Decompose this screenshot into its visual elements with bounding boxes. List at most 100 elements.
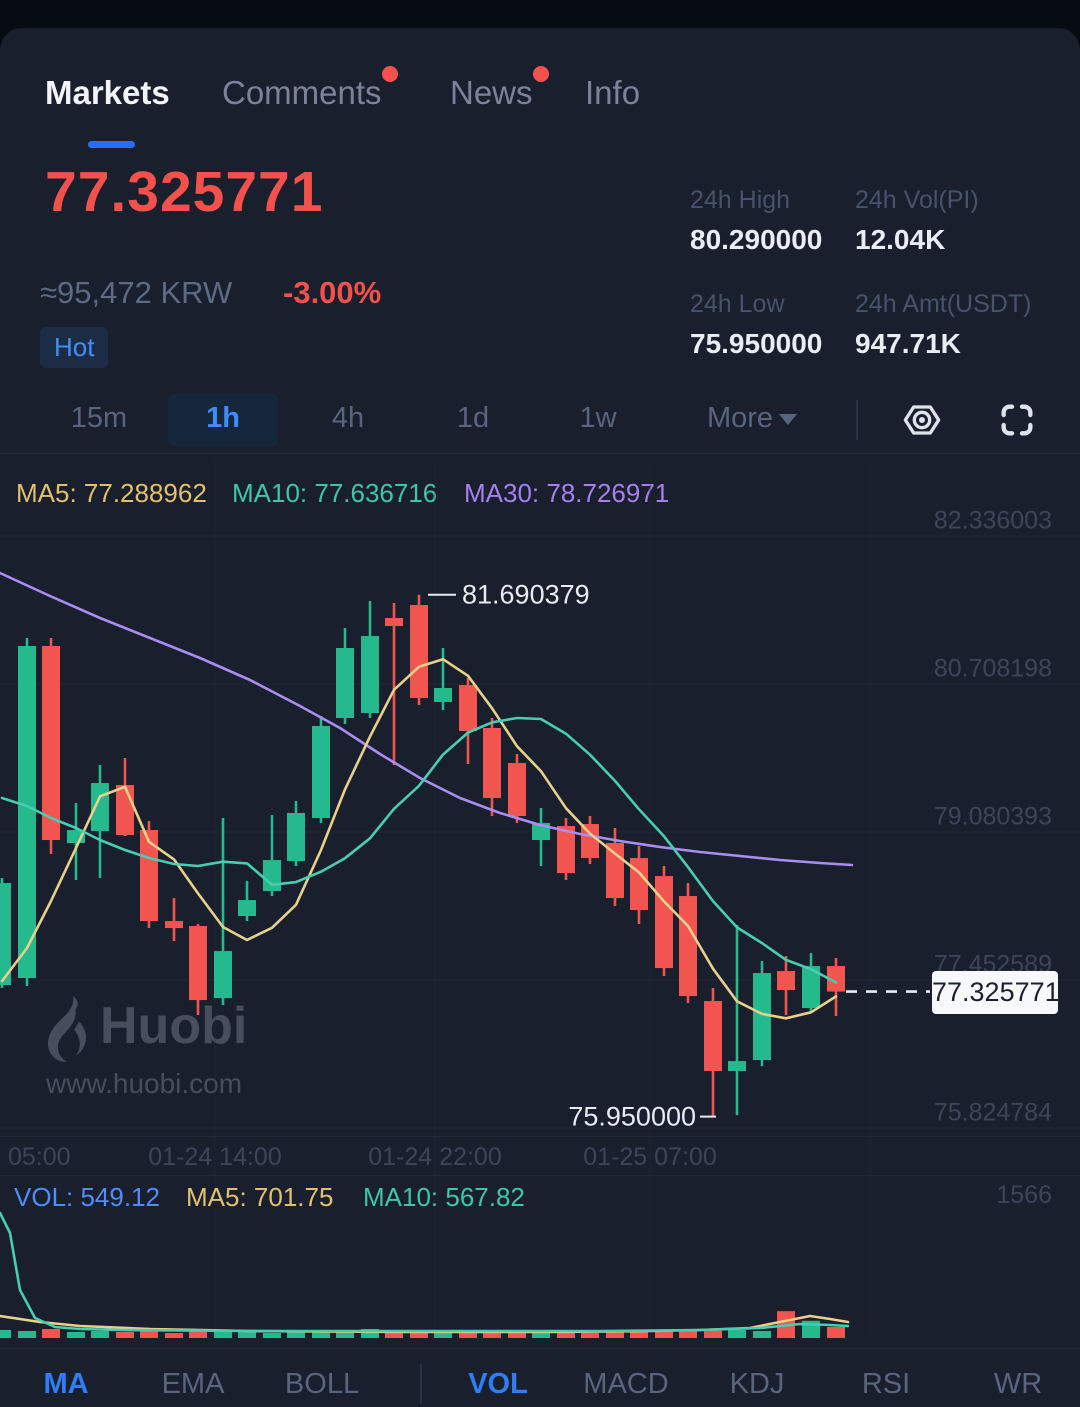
- candlestick-chart[interactable]: [0, 448, 1080, 1348]
- candle-body: [459, 685, 477, 732]
- price-axis-label: 79.080393: [933, 802, 1052, 831]
- stat-value: 75.950000: [690, 328, 823, 359]
- volume-bar: [18, 1331, 36, 1338]
- timeframe-1w[interactable]: 1w: [579, 402, 617, 434]
- timeframe-1h[interactable]: 1h: [206, 402, 240, 434]
- candle-body: [361, 636, 379, 714]
- candle-body: [802, 966, 820, 1009]
- stat-label: 24h High: [690, 186, 791, 214]
- indicator-tab-vol[interactable]: VOL: [468, 1368, 528, 1400]
- candle-body: [655, 876, 673, 969]
- volume-bar: [189, 1331, 207, 1338]
- volume-bar: [165, 1333, 183, 1338]
- indicator-tab-ema[interactable]: EMA: [161, 1368, 225, 1400]
- active-timeframe-pill: [168, 394, 278, 446]
- volume-bar: [361, 1328, 379, 1338]
- candle-body: [336, 648, 354, 719]
- ma30-line: [0, 571, 854, 867]
- candle-body: [827, 966, 845, 992]
- candle-body: [777, 971, 795, 991]
- candle-body: [42, 646, 60, 841]
- volume-bar: [459, 1331, 477, 1338]
- indicator-tab-boll[interactable]: BOLL: [284, 1368, 360, 1400]
- huobi-flame-icon: [48, 996, 86, 1062]
- tab-comments[interactable]: Comments: [222, 66, 398, 112]
- volume-bar: [728, 1329, 746, 1338]
- toolbar-divider: [856, 400, 858, 440]
- volume-ma10-line: [0, 1211, 850, 1333]
- current-price-tag: 77.325771: [932, 970, 1060, 1014]
- time-axis-label: 05:00: [8, 1143, 71, 1171]
- watermark-title: Huobi: [100, 997, 248, 1055]
- time-axis-label: 01-25 07:00: [583, 1143, 717, 1171]
- volume-bar: [410, 1329, 428, 1338]
- active-tab-underline: [88, 141, 135, 148]
- session-high-annotation: 81.690379: [462, 579, 590, 610]
- indicator-tab-macd[interactable]: MACD: [583, 1368, 669, 1400]
- candle-body: [728, 1061, 746, 1072]
- indicator-tab-wr[interactable]: WR: [993, 1368, 1043, 1400]
- timeframe-15m[interactable]: 15m: [70, 402, 128, 434]
- price-axis-label: 80.708198: [933, 654, 1052, 683]
- vol-readout: VOL: 549.12: [14, 1182, 160, 1212]
- candle-body: [753, 973, 771, 1061]
- last-price: 77.325771: [45, 160, 324, 224]
- candle-body: [18, 646, 36, 979]
- ma5-readout: MA5: 77.288962: [16, 478, 207, 508]
- stat-label: 24h Amt(USDT): [855, 290, 1032, 318]
- volume-bar: [655, 1331, 673, 1338]
- vol-ma5-readout: MA5: 701.75: [186, 1182, 334, 1212]
- time-axis-label: 01-24 14:00: [148, 1143, 282, 1171]
- indicator-tab-divider: [420, 1364, 422, 1404]
- volume-bar: [238, 1331, 256, 1338]
- candle-body: [0, 883, 11, 986]
- candle-body: [116, 785, 134, 836]
- tab-info[interactable]: Info: [585, 74, 641, 111]
- volume-bar: [336, 1329, 354, 1338]
- volume-bar: [263, 1333, 281, 1338]
- volume-bar: [508, 1333, 526, 1338]
- volume-bar: [483, 1331, 501, 1338]
- volume-scale-label: 1566: [996, 1181, 1052, 1209]
- volume-bar: [312, 1331, 330, 1338]
- indicator-tab-kdj[interactable]: KDJ: [729, 1368, 785, 1400]
- divider: [0, 1136, 1080, 1137]
- candle-body: [165, 921, 183, 929]
- divider: [0, 1175, 1080, 1176]
- tab-news[interactable]: News: [450, 66, 549, 112]
- price-axis-label: 75.824784: [933, 1098, 1052, 1127]
- candle-body: [189, 926, 207, 1001]
- volume-bar: [140, 1329, 158, 1338]
- candle-body: [508, 763, 526, 817]
- volume-bar: [42, 1328, 60, 1338]
- volume-bar: [827, 1326, 845, 1338]
- indicator-settings-icon[interactable]: [902, 400, 942, 440]
- volume-bar: [606, 1331, 624, 1338]
- notification-dot: [381, 66, 398, 82]
- fullscreen-icon[interactable]: [997, 400, 1037, 440]
- indicator-tab-ma[interactable]: MA: [43, 1368, 89, 1400]
- stat-label: 24h Low: [690, 290, 785, 318]
- hot-badge: Hot: [40, 327, 109, 368]
- candle-body: [312, 726, 330, 819]
- watermark-subtitle: www.huobi.com: [46, 1068, 243, 1099]
- change-percent: -3.00%: [283, 275, 382, 310]
- candle-body: [679, 896, 697, 997]
- candle-body: [606, 843, 624, 899]
- ma5-line: [0, 657, 838, 1020]
- candle-body: [263, 860, 281, 892]
- timeframe-4h[interactable]: 4h: [331, 402, 365, 434]
- candle-body: [581, 824, 599, 859]
- stat-value: 12.04K: [855, 224, 946, 255]
- timeframe-1d[interactable]: 1d: [456, 402, 490, 434]
- more-button[interactable]: More: [707, 402, 798, 435]
- candle-body: [434, 688, 452, 703]
- volume-bar: [753, 1331, 771, 1338]
- tab-markets[interactable]: Markets: [45, 74, 170, 111]
- candle-body: [704, 1001, 722, 1072]
- indicator-tab-rsi[interactable]: RSI: [861, 1368, 911, 1400]
- fiat-equivalent: ≈95,472 KRW: [40, 275, 233, 310]
- candle-body: [238, 900, 256, 917]
- divider: [0, 1348, 1080, 1349]
- candle-body: [214, 951, 232, 999]
